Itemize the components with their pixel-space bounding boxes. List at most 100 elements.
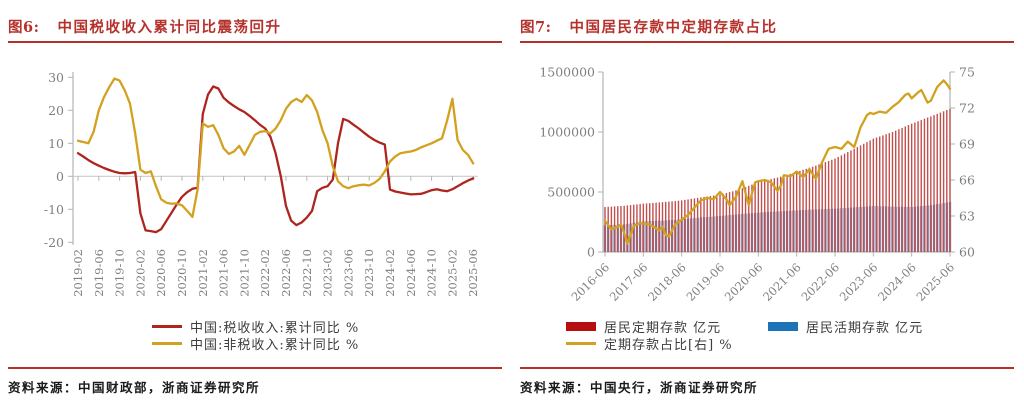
right-y-tick-label: 69	[959, 137, 975, 152]
time-deposit-bar	[607, 206, 609, 252]
time-deposit-bar	[914, 122, 916, 252]
fig7-legend-row-2: 定期存款占比[右] %	[566, 335, 1006, 353]
time-deposit-bar-swatch	[566, 322, 596, 331]
fig7-number: 图7:	[520, 19, 552, 36]
time-deposit-bar	[732, 191, 734, 252]
time-deposit-bar	[885, 134, 887, 252]
right-y-tick-label: 66	[959, 173, 975, 188]
time-deposit-bar	[901, 127, 903, 252]
time-deposit-bar	[629, 205, 632, 252]
time-deposit-bar	[847, 152, 849, 252]
time-deposit-bar	[872, 138, 875, 252]
left-y-tick-label: 500000	[547, 185, 595, 200]
time-deposit-bar	[910, 123, 913, 252]
time-deposit-bar	[639, 204, 641, 252]
nontax-line-swatch	[152, 342, 182, 345]
time-deposit-bar	[859, 145, 862, 252]
time-deposit-bar	[866, 142, 868, 252]
fig6-legend: 中国:税收收入:累计同比 % 中国:非税收入:累计同比 %	[152, 318, 360, 353]
fig6-title-rule	[8, 41, 502, 43]
panel-fig6: 图6: 中国税收收入累计同比震荡回升 -20 -10 0 10 20 30 2019-02 20…	[8, 16, 504, 395]
fig6-title-text: 中国税收收入累计同比震荡回升	[57, 19, 282, 36]
tax-line-swatch	[152, 325, 182, 328]
time-deposit-bar	[926, 117, 929, 252]
fig6-line-chart: -20 -10 0 10 20 30 2019-02 2019-06 2019-10 2020-0…	[44, 70, 480, 297]
tax-line-label: 中国:税收收入:累计同比 %	[190, 321, 360, 336]
time-deposit-bar	[917, 121, 919, 252]
time-deposit-bar	[677, 200, 680, 252]
time-deposit-bar	[626, 205, 629, 252]
time-deposit-bar	[680, 200, 683, 252]
time-deposit-bar	[891, 132, 894, 252]
time-deposit-bar	[728, 192, 731, 252]
time-deposit-bar	[764, 180, 766, 252]
time-deposit-bar	[706, 196, 708, 252]
x-tick-label: 2021-02	[196, 249, 210, 297]
time-deposit-bar	[658, 202, 661, 252]
time-deposit-bar	[767, 179, 769, 252]
x-tick-label: 2016-06	[568, 260, 612, 304]
fig7-legend: 居民定期存款 亿元 居民活期存款 亿元 定期存款占比[右] %	[566, 318, 1006, 353]
time-deposit-bar	[808, 167, 811, 252]
demand-deposit-label: 居民活期存款 亿元	[806, 321, 924, 336]
right-y-tick-label: 60	[959, 245, 975, 260]
time-deposit-bar	[684, 199, 686, 252]
time-deposit-bar	[831, 159, 833, 252]
time-deposit-bar	[741, 188, 744, 252]
time-deposit-bar	[837, 157, 839, 252]
x-tick-label: 2021-06	[760, 260, 804, 304]
time-deposit-bar	[879, 136, 881, 252]
time-deposit-bar	[936, 113, 938, 252]
time-deposit-bar	[821, 163, 823, 252]
x-tick-label: 2019-10	[113, 249, 127, 297]
fig6-legend-row-tax: 中国:税收收入:累计同比 %	[152, 318, 360, 336]
x-tick-label: 2025-06	[913, 260, 957, 304]
time-deposit-bar	[696, 197, 699, 252]
time-deposit-bar	[668, 201, 670, 252]
time-deposit-bar	[802, 169, 804, 252]
time-deposit-bar	[645, 203, 648, 252]
x-tick-label: 2025-06	[466, 249, 480, 297]
fig7-legend-row-1: 居民定期存款 亿元 居民活期存款 亿元	[566, 318, 1006, 336]
time-deposit-bar	[933, 115, 935, 252]
time-deposit-bar	[748, 185, 750, 252]
time-deposit-bar	[920, 120, 922, 252]
x-tick-label: 2023-10	[362, 249, 376, 297]
time-deposit-bar	[792, 172, 795, 252]
x-tick-label: 2023-06	[837, 260, 881, 304]
time-deposit-bar	[939, 112, 942, 252]
right-y-tick-label: 72	[959, 101, 975, 116]
y-tick-label: 30	[48, 70, 64, 85]
time-deposit-bar	[898, 129, 900, 252]
time-deposit-bar	[827, 161, 830, 252]
time-deposit-bar	[946, 110, 948, 252]
x-tick-label: 2024-06	[875, 260, 919, 304]
time-deposit-bar	[770, 179, 772, 252]
time-deposit-bar	[664, 201, 667, 252]
x-tick-label: 2021-10	[237, 249, 251, 297]
time-deposit-bar	[738, 189, 740, 252]
fig6-legend-row-nontax: 中国:非税收入:累计同比 %	[152, 335, 359, 353]
fig7-title-text: 中国居民存款中定期存款占比	[569, 19, 778, 36]
fig7-title: 图7: 中国居民存款中定期存款占比	[520, 16, 1016, 37]
time-deposit-bar	[843, 153, 846, 252]
x-tick-label: 2024-10	[425, 249, 439, 297]
fig6-title: 图6: 中国税收收入累计同比震荡回升	[8, 16, 504, 37]
x-tick-label: 2017-06	[607, 260, 651, 304]
time-deposit-bar	[789, 173, 791, 252]
time-deposit-bar	[888, 133, 891, 252]
time-deposit-bar	[805, 168, 807, 252]
time-deposit-bar	[722, 193, 724, 252]
time-deposit-bar	[894, 130, 897, 252]
time-deposit-bar	[703, 196, 705, 252]
panel-fig7: 图7: 中国居民存款中定期存款占比 0 500000 1000000 1500000 60…	[512, 0, 1024, 404]
left-y-tick-label: 1000000	[539, 125, 595, 140]
time-deposit-bar	[799, 170, 801, 252]
time-deposit-bar	[853, 148, 855, 252]
time-deposit-bar	[949, 108, 951, 252]
time-deposit-bar	[620, 206, 622, 252]
x-tick-label: 2021-06	[217, 249, 231, 297]
time-deposit-bar	[751, 184, 753, 252]
x-tick-label: 2020-06	[722, 260, 766, 304]
